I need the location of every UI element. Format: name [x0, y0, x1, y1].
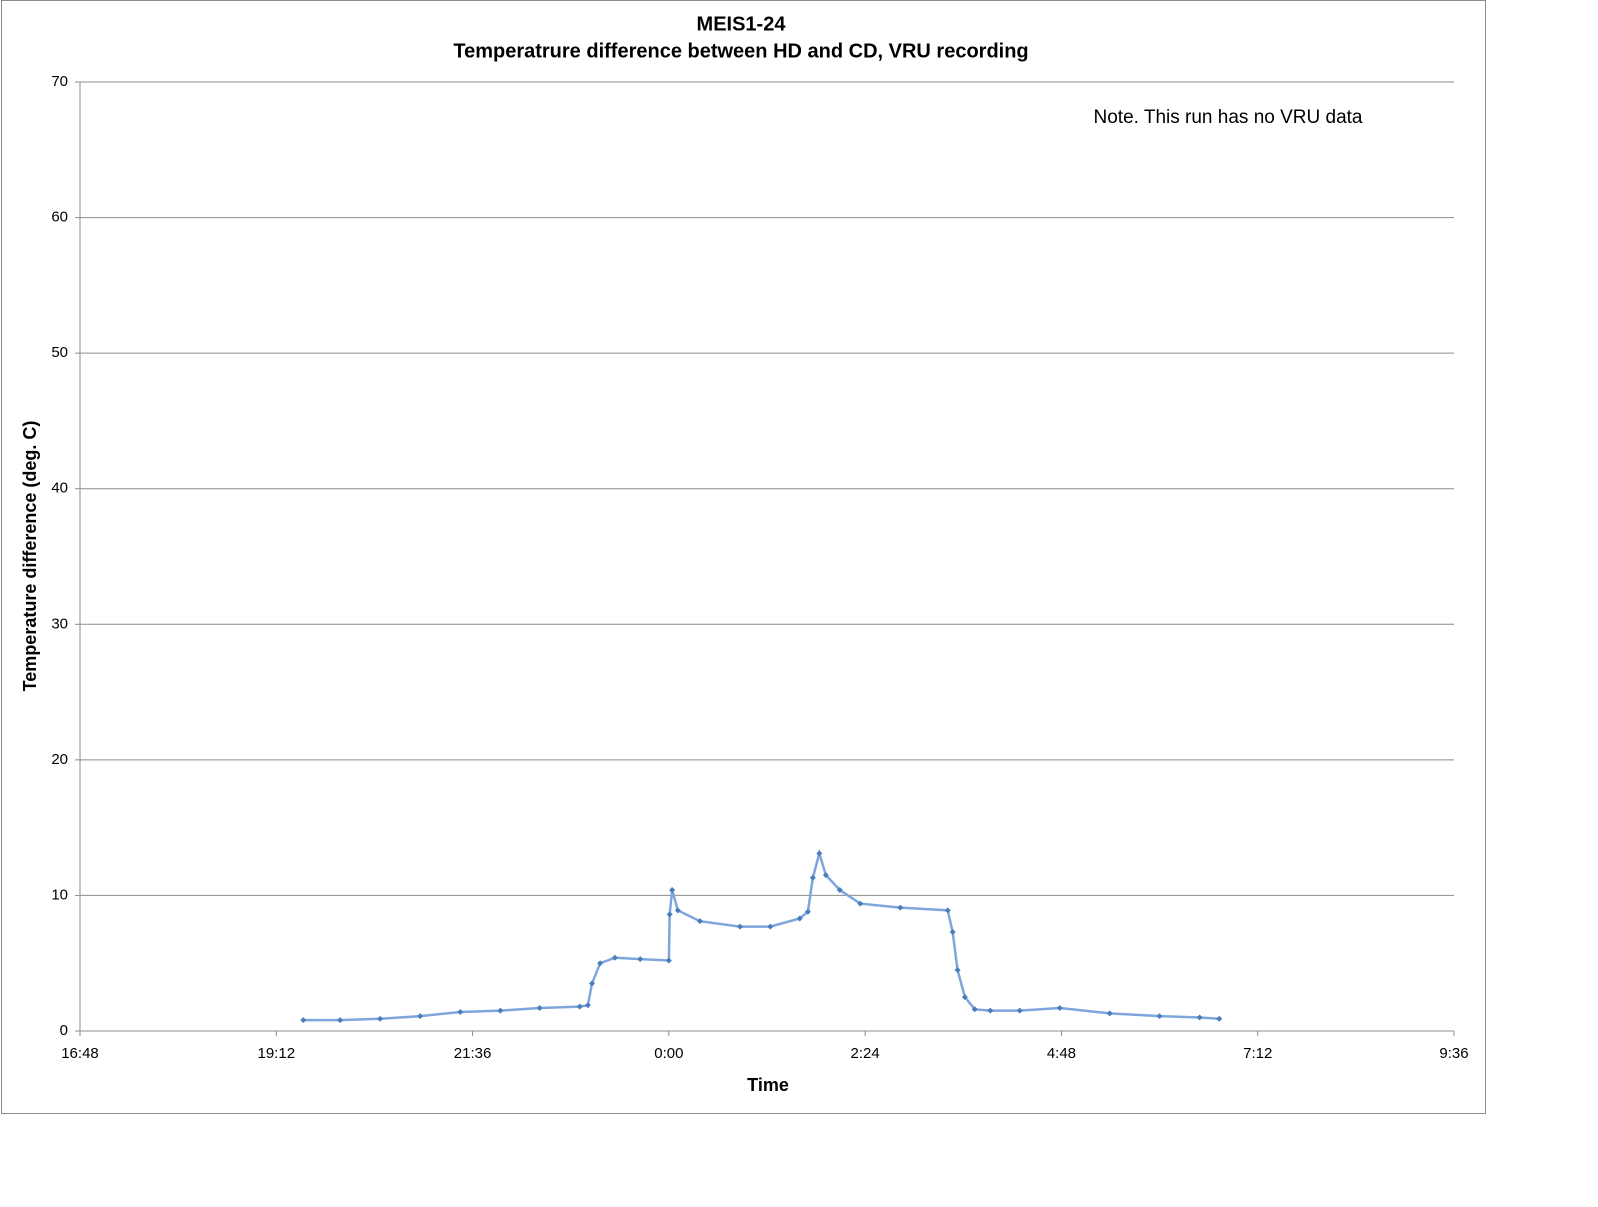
x-tick-label: 4:48: [1047, 1045, 1076, 1062]
data-point: [1196, 1014, 1203, 1021]
data-point: [536, 1004, 543, 1011]
data-point: [804, 908, 811, 915]
data-point: [949, 929, 956, 936]
y-tick-label: 10: [51, 886, 68, 903]
y-axis-label: Temperature difference (deg. C): [20, 421, 40, 692]
data-point: [836, 887, 843, 894]
data-point: [669, 887, 676, 894]
data-point: [497, 1007, 504, 1014]
data-point: [737, 923, 744, 930]
data-point: [1016, 1007, 1023, 1014]
y-tick-label: 60: [51, 209, 68, 226]
data-point: [944, 907, 951, 914]
x-tick-label: 16:48: [61, 1045, 99, 1062]
x-tick-label: 0:00: [654, 1045, 683, 1062]
x-axis-label: Time: [747, 1075, 789, 1095]
chart-title: MEIS1-24: [697, 13, 787, 35]
data-point: [961, 994, 968, 1001]
x-tick-label: 2:24: [851, 1045, 880, 1062]
x-tick-label: 19:12: [258, 1045, 296, 1062]
data-point: [987, 1007, 994, 1014]
data-point: [666, 911, 673, 918]
data-point: [637, 956, 644, 963]
data-point: [897, 904, 904, 911]
y-tick-label: 30: [51, 615, 68, 632]
chart-frame: [1, 0, 1486, 1114]
data-point: [696, 918, 703, 925]
data-point: [665, 957, 672, 964]
data-point: [337, 1017, 344, 1024]
y-tick-label: 70: [51, 73, 68, 90]
data-point: [809, 874, 816, 881]
data-point: [457, 1009, 464, 1016]
data-point: [816, 850, 823, 857]
data-point: [588, 980, 595, 987]
data-point: [611, 954, 618, 961]
data-point: [300, 1017, 307, 1024]
data-point: [576, 1003, 583, 1010]
x-tick-label: 9:36: [1439, 1045, 1468, 1062]
data-point: [1056, 1004, 1063, 1011]
data-line: [303, 848, 1220, 1022]
data-point: [971, 1006, 978, 1013]
data-point: [674, 907, 681, 914]
x-tick-label: 21:36: [454, 1045, 492, 1062]
data-point: [597, 960, 604, 967]
data-point: [857, 900, 864, 907]
data-point: [1106, 1010, 1113, 1017]
data-point: [796, 915, 803, 922]
y-tick-label: 20: [51, 751, 68, 768]
y-tick-label: 50: [51, 344, 68, 361]
data-point: [1216, 1015, 1223, 1022]
y-tick-label: 40: [51, 480, 68, 497]
y-tick-label: 0: [60, 1022, 68, 1039]
data-point: [954, 966, 961, 973]
data-point: [584, 1002, 591, 1009]
data-point: [767, 923, 774, 930]
data-point: [1156, 1013, 1163, 1020]
annotation: Note. This run has no VRU data: [1094, 107, 1363, 128]
data-point: [417, 1013, 424, 1020]
x-tick-label: 7:12: [1243, 1045, 1272, 1062]
data-point: [822, 872, 829, 879]
chart-subtitle: Temperatrure difference between HD and C…: [453, 40, 1028, 62]
data-point: [377, 1015, 384, 1022]
